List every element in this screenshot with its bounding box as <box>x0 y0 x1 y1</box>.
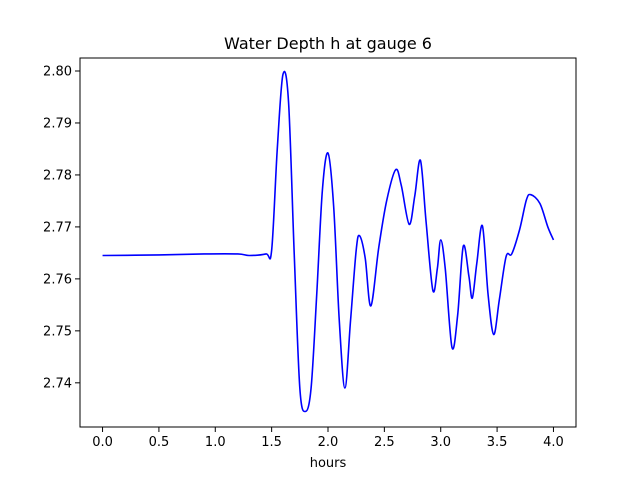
y-tick-label: 2.78 <box>43 168 72 183</box>
x-axis-ticks: 0.0 0.5 1.0 1.5 2.0 2.5 3.0 3.5 4.0 <box>92 427 564 450</box>
plot-frame <box>79 57 577 428</box>
y-tick-label: 2.74 <box>43 376 72 391</box>
plot-background <box>80 58 576 427</box>
y-tick-label: 2.79 <box>43 116 72 131</box>
series-layer <box>102 70 555 413</box>
x-tick-label: 0.0 <box>92 435 113 450</box>
y-tick-label: 2.76 <box>43 272 72 287</box>
y-tick-label: 2.77 <box>43 220 72 235</box>
x-tick-label: 3.0 <box>430 435 451 450</box>
plot-area <box>80 58 576 427</box>
series-line <box>102 70 555 413</box>
y-tick-label: 2.80 <box>43 64 72 79</box>
x-axis-label: hours <box>310 456 347 471</box>
x-tick-label: 2.0 <box>318 435 339 450</box>
x-tick-label: 1.5 <box>261 435 282 450</box>
x-tick-label: 1.0 <box>205 435 226 450</box>
x-tick-label: 2.5 <box>374 435 395 450</box>
x-tick-label: 3.5 <box>487 435 508 450</box>
x-tick-label: 0.5 <box>149 435 170 450</box>
chart-title: Water Depth h at gauge 6 <box>224 34 432 53</box>
y-axis-ticks: 2.74 2.75 2.76 2.77 2.78 2.79 2.80 <box>43 64 80 391</box>
y-tick-label: 2.75 <box>43 324 72 339</box>
x-tick-label: 4.0 <box>543 435 564 450</box>
